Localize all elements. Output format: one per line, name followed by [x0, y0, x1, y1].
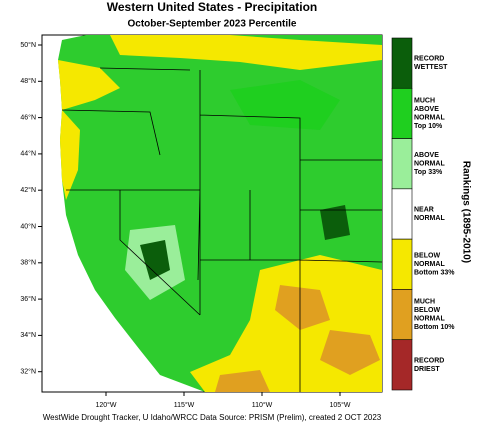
legend-label: ABOVE [414, 152, 439, 159]
map: 50°N 48°N 46°N 44°N 42°N 40°N 38°N 36°N 34°N 32°N… [20, 34, 383, 409]
legend-label: Bottom 33% [414, 270, 455, 277]
legend-label: Top 33% [414, 169, 443, 176]
wet-area [230, 80, 340, 130]
legend-label: MUCH [414, 299, 435, 306]
very-dry-area [215, 370, 270, 392]
legend-label: Top 10% [414, 123, 443, 130]
lat-labels: 50°N 48°N 46°N 44°N 42°N 40°N 38°N 36°N 34°N 32°N [20, 41, 42, 376]
legend-title: Rankings (1895-2010) [460, 161, 471, 263]
legend-swatch [391, 87, 413, 139]
lat-label: 36°N [20, 295, 36, 303]
lat-label: 48°N [20, 77, 36, 85]
lon-label: 110°W [252, 401, 273, 409]
subtitle: October-September 2023 Percentile [128, 19, 297, 30]
lon-labels: 120°W 115°W 110°W 105°W [95, 392, 351, 409]
lat-label: 32°N [20, 368, 36, 376]
legend-label: WETTEST [414, 64, 448, 71]
legend-label: BELOW [414, 307, 440, 314]
legend-swatch [391, 238, 413, 290]
dry-area [60, 110, 80, 200]
lon-label: 115°W [174, 401, 195, 409]
state-lines [61, 67, 383, 392]
lon-label: 120°W [95, 401, 116, 409]
very-dry-area [275, 285, 330, 330]
legend-label: NORMAL [414, 215, 445, 222]
lat-label: 38°N [20, 259, 36, 267]
legend-swatch [391, 37, 413, 89]
legend-label: MUCH [414, 98, 435, 105]
lat-label: 46°N [20, 113, 36, 121]
legend-swatch [391, 138, 413, 190]
legend-label: NORMAL [414, 115, 445, 122]
footer: WestWide Drought Tracker, U Idaho/WRCC D… [43, 413, 382, 422]
legend-label: NORMAL [414, 316, 445, 323]
legend-swatch [391, 188, 413, 240]
legend-label: DRIEST [414, 366, 440, 373]
very-wet-area [140, 240, 170, 280]
lat-label: 50°N [20, 41, 36, 49]
very-wet-area [320, 205, 350, 240]
lat-label: 44°N [20, 150, 36, 158]
legend-swatch [391, 339, 413, 391]
dry-area [58, 60, 120, 110]
title: Western United States - Precipitation [107, 0, 318, 14]
legend-label: RECORD [414, 357, 444, 364]
legend-swatch [391, 289, 413, 341]
dry-area [110, 35, 382, 70]
legend-label: NORMAL [414, 261, 445, 268]
very-dry-area [320, 330, 380, 375]
legend-label: NORMAL [414, 161, 445, 168]
legend-label: ABOVE [414, 106, 439, 113]
lon-label: 105°W [329, 401, 350, 409]
lat-label: 42°N [20, 186, 36, 194]
legend-label: RECORD [414, 56, 444, 63]
lat-label: 34°N [20, 331, 36, 339]
legend-label: NEAR [414, 207, 434, 214]
legend-label: BELOW [414, 253, 440, 260]
lat-label: 40°N [20, 222, 36, 230]
legend-label: Bottom 10% [414, 324, 455, 331]
